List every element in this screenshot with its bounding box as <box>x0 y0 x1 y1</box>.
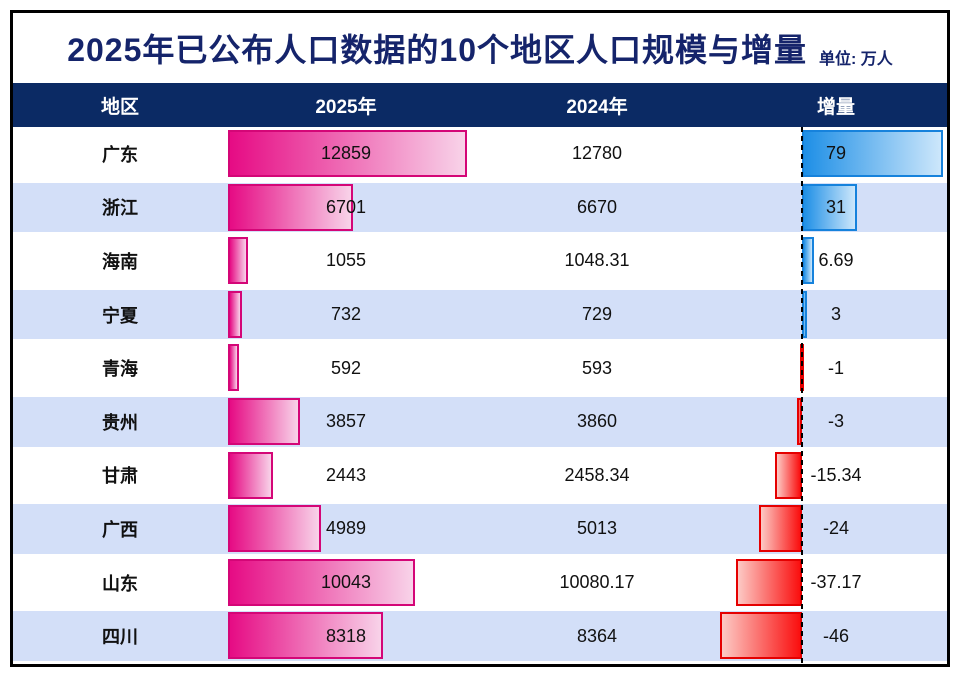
value-2024: 593 <box>581 357 613 378</box>
value-2024: 3860 <box>576 411 618 432</box>
region-label: 青海 <box>102 359 138 380</box>
column-header-2025: 2025年 <box>315 96 377 118</box>
value-2025: 3857 <box>325 411 367 432</box>
value-2025: 2443 <box>325 464 367 485</box>
value-increment: -46 <box>822 625 849 646</box>
region-label: 四川 <box>102 627 138 648</box>
value-increment: 79 <box>825 143 847 164</box>
column-header-increment: 增量 <box>816 96 855 118</box>
region-label: 山东 <box>102 573 138 594</box>
bar-2025 <box>228 505 321 553</box>
value-2025: 1055 <box>325 250 367 271</box>
unit-label: 单位: 万人 <box>819 51 893 68</box>
bar-increment <box>735 558 802 606</box>
value-increment: 3 <box>830 304 841 325</box>
bar-2025 <box>228 612 383 660</box>
table-row: 广东 12859 12780 79 <box>13 127 947 181</box>
value-increment: -15.34 <box>810 464 862 485</box>
bar-increment <box>802 130 943 177</box>
region-label: 广西 <box>102 519 138 540</box>
bar-2025 <box>228 451 274 499</box>
value-2024: 1048.31 <box>564 250 630 271</box>
table-row: 浙江 6701 6670 31 <box>13 181 947 235</box>
figure-frame: 2025年已公布人口数据的10个地区人口规模与增量 单位: 万人 地区 2025… <box>10 10 950 667</box>
bar-increment <box>719 612 802 660</box>
value-increment: 31 <box>825 196 847 217</box>
value-2025: 8318 <box>325 625 367 646</box>
value-increment: -37.17 <box>810 572 862 593</box>
region-label: 甘肃 <box>102 466 138 487</box>
value-2025: 592 <box>330 357 362 378</box>
value-2024: 6670 <box>576 196 618 217</box>
page-title: 2025年已公布人口数据的10个地区人口规模与增量 <box>67 32 807 68</box>
value-increment: -24 <box>822 518 849 539</box>
title-row: 2025年已公布人口数据的10个地区人口规模与增量 单位: 万人 <box>13 13 947 83</box>
value-increment: 6.69 <box>818 250 854 271</box>
bar-increment <box>759 505 802 553</box>
value-2024: 5013 <box>576 518 618 539</box>
bar-increment <box>774 451 802 499</box>
table-header: 地区 2025年 2024年 增量 <box>13 83 947 127</box>
value-2025: 10043 <box>320 572 372 593</box>
value-increment: -3 <box>827 411 844 432</box>
bar-2025 <box>228 558 415 606</box>
table-row: 四川 8318 8364 -46 <box>13 609 947 663</box>
value-2025: 4989 <box>325 518 367 539</box>
bar-2025 <box>228 237 248 285</box>
value-2024: 8364 <box>576 625 618 646</box>
region-label: 贵州 <box>102 412 138 433</box>
value-2025: 6701 <box>325 196 367 217</box>
zero-baseline-dashed-line <box>801 127 803 663</box>
bar-2025 <box>228 290 242 338</box>
region-label: 海南 <box>102 251 138 272</box>
value-increment: -1 <box>827 357 844 378</box>
table-row: 山东 10043 10080.17 -37.17 <box>13 556 947 610</box>
bar-2025 <box>228 183 353 231</box>
column-header-region: 地区 <box>100 96 139 118</box>
table-row: 海南 1055 1048.31 6.69 <box>13 234 947 288</box>
table-row: 甘肃 2443 2458.34 -15.34 <box>13 449 947 503</box>
column-header-2024: 2024年 <box>566 96 628 118</box>
table-row: 广西 4989 5013 -24 <box>13 502 947 556</box>
bar-2025 <box>228 344 239 392</box>
bar-increment <box>802 183 858 231</box>
value-2024: 10080.17 <box>559 572 635 593</box>
bar-2025 <box>228 397 300 445</box>
table-body: 广东 12859 12780 79 浙江 6701 6670 31 海南 1055 1048.31 6… <box>13 127 947 663</box>
table-row: 青海 592 593 -1 <box>13 341 947 395</box>
value-2024: 12780 <box>571 143 623 164</box>
value-2025: 12859 <box>320 143 372 164</box>
bar-increment <box>796 397 802 445</box>
bar-increment <box>802 290 808 338</box>
value-2025: 732 <box>330 304 362 325</box>
value-2024: 729 <box>581 304 613 325</box>
value-2024: 2458.34 <box>564 464 630 485</box>
region-label: 广东 <box>102 144 138 165</box>
bar-2025 <box>228 130 467 177</box>
table-row: 宁夏 732 729 3 <box>13 288 947 342</box>
table-row: 贵州 3857 3860 -3 <box>13 395 947 449</box>
region-label: 浙江 <box>102 198 138 219</box>
region-label: 宁夏 <box>102 305 138 326</box>
